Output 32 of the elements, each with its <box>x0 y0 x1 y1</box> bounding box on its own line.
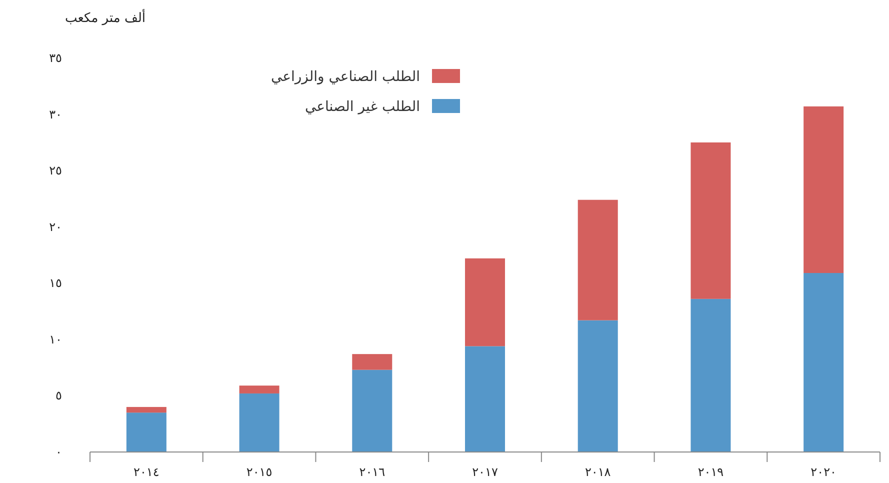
legend-label: الطلب غير الصناعي <box>304 99 420 115</box>
y-tick-label: ١٠ <box>49 332 62 346</box>
x-tick-label: ٢٠١٥ <box>246 465 272 479</box>
bar <box>465 346 505 452</box>
x-tick-label: ٢٠١٨ <box>584 465 612 479</box>
bar <box>465 258 505 346</box>
bar <box>352 370 392 452</box>
y-tick-label: ٢٥ <box>49 164 62 178</box>
bar <box>239 386 280 394</box>
x-tick-label: ٢٠٢٠ <box>810 465 836 479</box>
y-tick-label: ٠ <box>56 445 62 459</box>
x-tick-label: ٢٠١٩ <box>698 465 724 479</box>
y-tick-label: ٣٠ <box>49 107 62 122</box>
legend-label: الطلب الصناعي والزراعي <box>270 69 420 85</box>
bar <box>126 406 166 413</box>
bar <box>352 354 392 370</box>
bar <box>578 200 618 320</box>
bar <box>239 393 280 452</box>
bar <box>126 412 166 452</box>
x-tick-label: ٢٠١٦ <box>359 465 386 479</box>
y-tick-label: ٥ <box>56 388 62 403</box>
bar <box>690 142 731 299</box>
y-tick-label: ٢٠ <box>49 220 62 234</box>
bar <box>578 320 618 452</box>
bar <box>690 298 731 452</box>
y-axis-title: ألف متر مكعب <box>65 9 146 26</box>
x-tick-label: ٢٠١٧ <box>472 465 498 479</box>
y-tick-label: ١٥ <box>49 276 62 290</box>
y-tick-label: ٣٥ <box>49 51 62 65</box>
bar <box>804 106 844 274</box>
bar <box>804 273 844 452</box>
x-tick-label: ٢٠١٤ <box>134 465 160 479</box>
